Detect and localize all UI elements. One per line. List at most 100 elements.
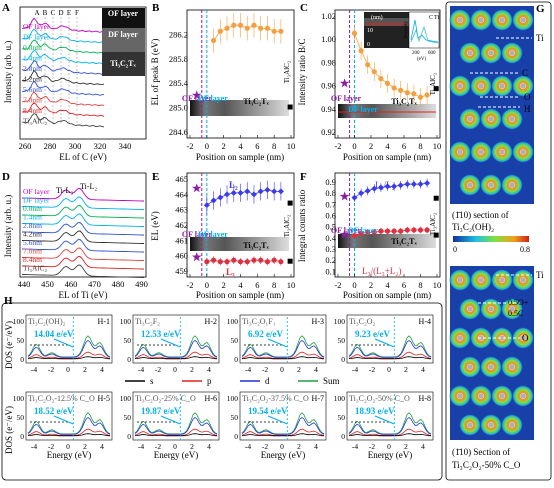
dos-id-H-5: H-5 <box>98 394 110 403</box>
ytick-0.94: 0.94 <box>321 104 337 114</box>
dos-ytick-H-1-0: 0 <box>20 355 24 364</box>
dos-curve-H-6-3 <box>134 433 218 437</box>
panel-g-top-atom-o: O <box>524 92 531 102</box>
dos-ytick-H-2-0: 0 <box>127 355 131 364</box>
panel-b-of-label: OF layer <box>182 94 213 103</box>
dos-curve-H-5-3 <box>27 433 111 437</box>
c-series-pt-4 <box>378 76 384 82</box>
d-xtick-480: 480 <box>112 279 125 289</box>
xtick-4: 4 <box>385 280 390 290</box>
dos-subplot-H-4: Ti₃C₂O₂ H-4 9.23 e/eV 0 50 100 -4 -2 0 2 4 <box>334 314 434 374</box>
b-star <box>192 90 202 100</box>
curve-d-label-6: 5.6nm <box>23 238 42 247</box>
dos-frame-H-8 <box>346 391 434 441</box>
panel-c-inset-legend-ti: Ti <box>434 15 439 21</box>
panel-f: F L₃/L₂ L₃/(L₃+L₂) OF layer DF layer Ti₃… <box>297 171 441 300</box>
xtick-0: 0 <box>205 280 209 290</box>
panel-f-ratio2-label: L₃/(L₃+L₂) <box>362 266 401 276</box>
e-l3-pt-9 <box>264 259 271 265</box>
e-l2-pt-7 <box>250 191 257 198</box>
dos-arrow-H-1 <box>53 338 74 348</box>
g-top-atom-5-1 <box>487 181 495 189</box>
panel-g-bottom-caption-1: (1̄10) Section of <box>452 447 510 457</box>
e-l3-pt-6 <box>244 259 250 265</box>
dos-curve-H-3-3 <box>241 356 325 360</box>
dos-xtick-H-7-0: 0 <box>280 442 284 451</box>
curve-a-label-5: 4.2nm <box>23 75 42 84</box>
panel-c-inset-x2: 600 <box>428 51 436 56</box>
peak-a-A: A <box>34 9 39 17</box>
dos-curve-H-8-1 <box>348 416 432 435</box>
panel-h-legend: s p d Sum <box>125 376 340 386</box>
dos-curve-H-4-3 <box>348 356 432 360</box>
b-series-pt-7 <box>258 25 264 31</box>
e-l3-pt-11 <box>278 259 284 265</box>
curve-a-label-6: 5.6nm <box>23 85 42 94</box>
g-top-atom-5-2 <box>508 181 516 189</box>
curve-a-label-4: 2.8nm <box>23 64 42 73</box>
peak-a-E: E <box>67 9 71 17</box>
dos-xtick-H-3--4: -4 <box>245 365 251 374</box>
dos-xtick-H-5-0: 0 <box>66 442 70 451</box>
dos-xtick-H-3-2: 2 <box>297 365 301 374</box>
f-r2-pt-9 <box>411 227 417 233</box>
f-r1-pt-8 <box>404 181 411 188</box>
dos-value-H-2: 12.53 e/eV <box>141 329 181 339</box>
dos-xtick-H-8--2: -2 <box>369 442 375 451</box>
panel-e-tc-label: Ti₃C₂Tₓ <box>243 241 269 250</box>
xtick-4: 4 <box>238 141 243 151</box>
curve-a-8 <box>21 102 105 117</box>
legend-d: d <box>265 376 270 386</box>
dos-xtick-H-7--4: -4 <box>245 442 251 451</box>
dos-arrow-H-5 <box>53 415 74 425</box>
g-top-atom-5-0 <box>466 181 474 189</box>
panel-h-ylabel-bottom: DOS (e⁻/eV) <box>4 406 14 454</box>
peak-a-F: F <box>75 9 79 17</box>
dos-xtick-H-5-2: 2 <box>83 442 87 451</box>
dos-xtick-H-1-2: 2 <box>83 365 87 374</box>
b-series-pt-6 <box>251 22 257 28</box>
panel-g-bottom-map <box>450 266 534 440</box>
ytick-284.6: 284.6 <box>169 127 188 137</box>
curve-d-1 <box>22 196 144 210</box>
panel-g-top-atom-h: H <box>524 104 531 114</box>
g-bot-atom-5-2 <box>508 421 516 429</box>
curve-a-0 <box>21 17 105 33</box>
dos-curve-H-2-3 <box>134 356 218 360</box>
panel-e-ylabel: EL (eV) <box>150 211 160 240</box>
curve-a-label-0: OF layer <box>23 22 50 31</box>
g-top-atom-3-0 <box>466 115 474 123</box>
dos-subplot-H-8: Ti₃C₂O₂-50% C_O H-8 18.93 e/eV 0 50 100 -4 -2 0 2… <box>334 391 434 460</box>
curve-a-label-1: DF layer <box>23 33 50 42</box>
xtick-10: 10 <box>287 141 296 151</box>
panel-h-ylabel-top: DOS (e⁻/eV) <box>4 321 14 369</box>
e-l2-pt-10 <box>271 188 278 195</box>
e-l3-pt-3 <box>224 259 230 265</box>
dos-id-H-3: H-3 <box>312 317 324 326</box>
dos-arrow-H-7 <box>267 415 288 425</box>
g-bot-atom-5-0 <box>466 421 474 429</box>
e-l3-pt-1 <box>210 257 217 263</box>
g-top-atom-2-1 <box>477 82 485 90</box>
dos-id-H-4: H-4 <box>419 317 431 326</box>
f-r2-pt-0 <box>351 233 358 239</box>
ytick-460: 460 <box>175 251 188 261</box>
e-l2-pt-6 <box>244 188 251 195</box>
dos-ytick-H-1-100: 100 <box>13 317 25 326</box>
panel-b-xticks: -2 0 2 4 6 8 10 <box>186 135 295 151</box>
dos-xlabel-H-7: Energy (eV) <box>261 450 306 460</box>
dos-xtick-H-2-2: 2 <box>190 365 194 374</box>
panel-f-max-label: Ti₃AlC₂ <box>429 212 437 235</box>
dos-frame-H-7 <box>239 391 327 441</box>
panel-g-top-caption-2: Ti₃C₂(OH)₂ <box>452 222 494 232</box>
dos-id-H-7: H-7 <box>312 394 324 403</box>
g-top-atom-4-0 <box>456 148 464 156</box>
c-star <box>339 78 350 88</box>
g-bot-atom-0-2 <box>498 276 506 284</box>
curve-d-label-0: OF layer <box>23 187 50 196</box>
panel-f-of-label: OF layer <box>331 226 362 235</box>
panel-c-max-label: Ti₃AlC₂ <box>429 72 437 95</box>
dos-curve-H-2-1 <box>134 339 218 358</box>
curve-d-label-8: 8.4nm <box>23 255 42 264</box>
c-series-pt-3 <box>371 69 377 75</box>
